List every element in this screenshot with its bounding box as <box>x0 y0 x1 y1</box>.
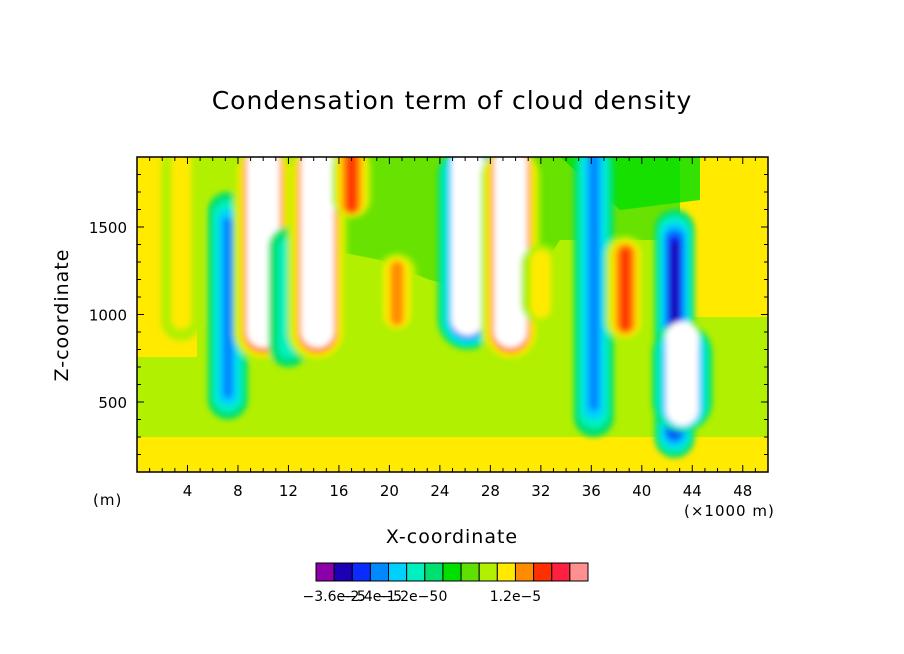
x-tick-label: 8 <box>233 482 243 500</box>
colorbar-label: 1.2e−5 <box>490 589 542 605</box>
contour-feature <box>520 244 561 324</box>
contour-feature <box>652 321 713 432</box>
contour-band <box>620 247 631 331</box>
contour-feature <box>573 157 614 437</box>
colorbar-swatch <box>569 562 589 582</box>
contour-feature <box>287 157 348 362</box>
contour-feature <box>376 253 417 332</box>
x-tick-label: 28 <box>481 482 500 500</box>
feature-layer <box>161 157 713 458</box>
colorbar-swatch <box>424 562 444 582</box>
colorbar-swatch <box>514 562 535 582</box>
colorbar-swatch <box>442 562 462 582</box>
x-axis: 4 8 12 16 20 24 28 32 36 40 44 48 <box>136 157 769 500</box>
contour-band <box>171 157 192 330</box>
y-axis-label: Z-coordinate <box>51 248 73 382</box>
out-of-range-core <box>300 157 334 348</box>
y-axis: 500 1000 1500 <box>89 156 768 473</box>
x-unit-label: (m) <box>93 491 123 509</box>
x-tick-label: 48 <box>733 482 752 500</box>
x-scale-label: (×1000 m) <box>684 502 775 520</box>
x-tick-label: 40 <box>632 482 651 500</box>
y-tick-label: 1000 <box>89 307 127 325</box>
colorbar-label: −2.4e−5 <box>339 589 402 605</box>
y-tick-label: 1500 <box>89 219 127 237</box>
contour-band <box>390 261 404 326</box>
x-tick-label: 12 <box>279 482 298 500</box>
colorbar-swatch <box>478 562 498 582</box>
x-tick-label: 36 <box>582 482 601 500</box>
colorbar-swatch <box>369 562 390 582</box>
contour-band <box>530 250 551 319</box>
x-axis-label: X-coordinate <box>385 526 519 548</box>
x-tick-label: 20 <box>380 482 399 500</box>
colorbar-swatch <box>315 562 335 582</box>
out-of-range-core <box>494 157 528 348</box>
contour-band <box>588 157 599 411</box>
out-of-range-core <box>665 321 699 426</box>
colorbar-swatch <box>351 562 371 582</box>
out-of-range-core <box>451 157 485 336</box>
colorbar-labels: −3.6e−5−2.4e−5−1.2e−5 0 1.2e−5 <box>303 589 542 605</box>
colorbar-swatch <box>496 562 516 582</box>
x-tick-label: 44 <box>683 482 702 500</box>
contour-feature <box>605 235 646 341</box>
colorbar-label: −1.2e−5 <box>375 589 438 605</box>
y-tick-label: 500 <box>98 394 127 412</box>
colorbar-swatch <box>533 562 553 582</box>
x-tick-label: 24 <box>430 482 449 500</box>
x-tick-label: 16 <box>329 482 348 500</box>
contour-feature <box>161 157 202 341</box>
chart-title: Condensation term of cloud density <box>211 86 693 115</box>
plot-area <box>137 157 768 472</box>
contour-band <box>346 157 357 213</box>
colorbar-swatch <box>460 562 480 582</box>
contour-band <box>222 217 233 399</box>
colorbar <box>315 562 589 582</box>
colorbar-swatch <box>551 562 571 582</box>
contour-feature <box>331 157 372 219</box>
x-tick-label: 4 <box>183 482 193 500</box>
colorbar-swatch <box>333 562 353 582</box>
colorbar-label: 0 <box>438 589 447 605</box>
colorbar-label: −3.6e−5 <box>303 589 366 605</box>
colorbar-swatch <box>406 562 426 582</box>
x-tick-label: 32 <box>531 482 550 500</box>
colorbar-swatch <box>388 562 408 582</box>
